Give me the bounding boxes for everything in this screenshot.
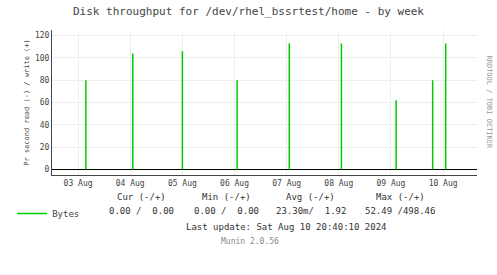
svg-text:0.00 / 0.00: 0.00 / 0.00 (109, 206, 174, 216)
svg-text:52.49 /498.46: 52.49 /498.46 (365, 206, 435, 216)
svg-text:RRDTOOL / TOBI OETIKER: RRDTOOL / TOBI OETIKER (485, 56, 493, 150)
svg-text:09 Aug: 09 Aug (377, 179, 406, 188)
svg-text:Max (-/+): Max (-/+) (376, 192, 425, 202)
svg-text:Pr second read (-) / write (+): Pr second read (-) / write (+) (23, 39, 31, 165)
svg-text:0: 0 (45, 165, 50, 174)
svg-text:100: 100 (35, 54, 50, 63)
svg-text:Disk throughput for /dev/rhel_: Disk throughput for /dev/rhel_bssrtest/h… (73, 5, 424, 18)
svg-text:06 Aug: 06 Aug (220, 179, 249, 188)
svg-text:05 Aug: 05 Aug (168, 179, 197, 188)
svg-text:Avg (-/+): Avg (-/+) (286, 192, 335, 202)
svg-text:23.30m/ 1.92: 23.30m/ 1.92 (276, 206, 346, 216)
svg-text:40: 40 (40, 121, 50, 130)
svg-text:03 Aug: 03 Aug (64, 179, 93, 188)
svg-text:10 Aug: 10 Aug (429, 179, 458, 188)
svg-text:0.00 / 0.00: 0.00 / 0.00 (194, 206, 259, 216)
svg-text:Last update: Sat Aug 10 20:40:: Last update: Sat Aug 10 20:40:10 2024 (186, 222, 386, 232)
svg-text:20: 20 (40, 143, 50, 152)
svg-text:Cur (-/+): Cur (-/+) (117, 192, 166, 202)
svg-text:Bytes: Bytes (52, 209, 79, 219)
svg-text:120: 120 (35, 31, 50, 40)
svg-text:07 Aug: 07 Aug (272, 179, 301, 188)
svg-text:Munin 2.0.56: Munin 2.0.56 (221, 237, 279, 246)
svg-text:80: 80 (40, 76, 50, 85)
svg-text:Min (-/+): Min (-/+) (202, 192, 251, 202)
svg-text:60: 60 (40, 98, 50, 107)
svg-text:08 Aug: 08 Aug (324, 179, 353, 188)
svg-text:04 Aug: 04 Aug (116, 179, 145, 188)
